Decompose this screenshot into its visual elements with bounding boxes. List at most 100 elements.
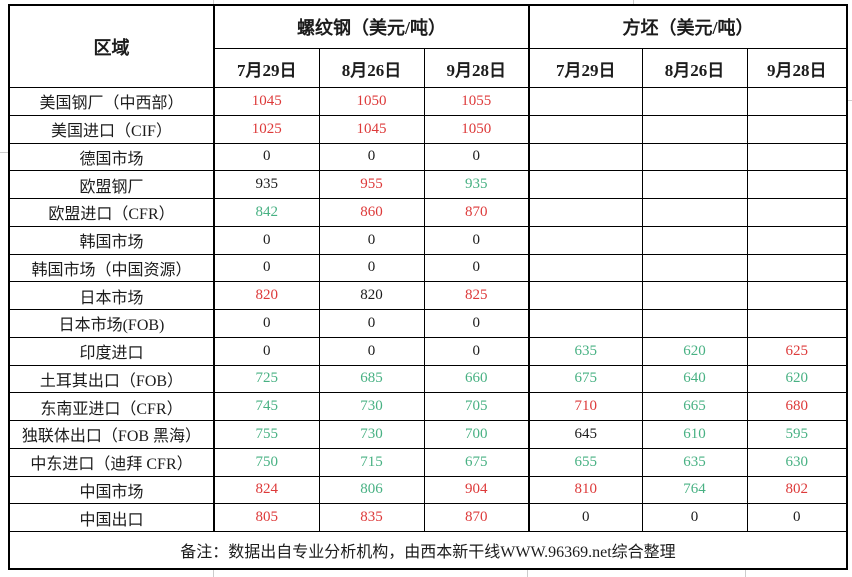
region-label: 中东进口（迪拜 CFR）	[8, 447, 215, 477]
date-header-billet-3: 9月28日	[746, 48, 848, 88]
table-row: 日本市场 820 820 825	[8, 281, 848, 310]
region-label: 韩国市场	[8, 225, 215, 255]
price-cell	[641, 253, 748, 283]
price-cell: 665	[641, 392, 748, 421]
price-cell	[528, 198, 643, 227]
price-cell	[528, 225, 643, 255]
price-cell: 0	[423, 309, 530, 338]
price-cell	[528, 87, 643, 116]
price-cell: 705	[423, 392, 530, 421]
table-row: 日本市场(FOB) 0 0 0	[8, 309, 848, 338]
price-cell: 806	[318, 475, 425, 505]
price-cell: 640	[641, 364, 748, 394]
price-cell	[641, 114, 748, 144]
price-cell: 710	[528, 392, 643, 421]
price-cell: 620	[641, 336, 748, 366]
price-cell: 835	[318, 503, 425, 532]
price-cell: 0	[318, 253, 425, 283]
price-cell: 935	[213, 170, 320, 199]
table-row: 欧盟钢厂 935 955 935	[8, 170, 848, 199]
price-cell: 730	[318, 420, 425, 449]
date-header-billet-2: 8月26日	[641, 48, 748, 88]
price-cell: 610	[641, 420, 748, 449]
price-cell: 820	[213, 281, 320, 310]
price-cell: 0	[423, 142, 530, 172]
price-cell: 750	[213, 447, 320, 477]
region-label: 美国钢厂（中西部）	[8, 87, 215, 116]
region-column-header: 区域	[8, 4, 215, 88]
price-cell: 675	[423, 447, 530, 477]
price-cell: 870	[423, 198, 530, 227]
price-cell: 1045	[318, 114, 425, 144]
region-label: 韩国市场（中国资源）	[8, 253, 215, 283]
table-row: 韩国市场（中国资源） 0 0 0	[8, 253, 848, 283]
price-cell: 715	[318, 447, 425, 477]
price-cell	[641, 87, 748, 116]
gridline-stub	[846, 100, 852, 101]
price-cell: 824	[213, 475, 320, 505]
steel-price-table: 区域 螺纹钢（美元/吨） 方坯（美元/吨） 7月29日 8月26日 9月28日 …	[8, 4, 848, 570]
price-cell: 680	[746, 392, 848, 421]
price-cell: 0	[213, 142, 320, 172]
table-row: 欧盟进口（CFR） 842 860 870	[8, 198, 848, 227]
price-cell: 725	[213, 364, 320, 394]
price-cell: 870	[423, 503, 530, 532]
price-cell: 645	[528, 420, 643, 449]
price-cell: 955	[318, 170, 425, 199]
price-cell	[528, 281, 643, 310]
price-cell: 860	[318, 198, 425, 227]
table-row: 德国市场 0 0 0	[8, 142, 848, 172]
price-cell: 805	[213, 503, 320, 532]
price-cell: 842	[213, 198, 320, 227]
price-cell: 0	[213, 336, 320, 366]
price-cell: 745	[213, 392, 320, 421]
price-cell: 730	[318, 392, 425, 421]
date-header-rebar-2: 8月26日	[318, 48, 425, 88]
price-cell: 595	[746, 420, 848, 449]
price-cell: 820	[318, 281, 425, 310]
price-cell	[641, 281, 748, 310]
price-cell	[641, 198, 748, 227]
table-row: 独联体出口（FOB 黑海） 755 730 700 645 610 595	[8, 420, 848, 449]
price-cell	[528, 170, 643, 199]
price-cell: 1050	[423, 114, 530, 144]
region-label: 日本市场	[8, 281, 215, 310]
table-row: 美国进口（CIF） 1025 1045 1050	[8, 114, 848, 144]
date-header-rebar-1: 7月29日	[213, 48, 320, 88]
table-row: 美国钢厂（中西部） 1045 1050 1055	[8, 87, 848, 116]
price-cell	[641, 309, 748, 338]
table-row: 中国出口 805 835 870 0 0 0	[8, 503, 848, 532]
price-cell: 0	[213, 253, 320, 283]
price-cell: 630	[746, 447, 848, 477]
gridline-stub	[527, 570, 528, 577]
region-label: 中国市场	[8, 475, 215, 505]
region-label: 中国出口	[8, 503, 215, 532]
price-cell: 935	[423, 170, 530, 199]
region-label: 美国进口（CIF）	[8, 114, 215, 144]
table-row: 印度进口 0 0 0 635 620 625	[8, 336, 848, 366]
price-cell: 620	[746, 364, 848, 394]
price-cell: 802	[746, 475, 848, 505]
price-cell	[746, 253, 848, 283]
price-cell	[528, 142, 643, 172]
price-cell	[528, 253, 643, 283]
price-cell: 635	[641, 447, 748, 477]
date-header-rebar-3: 9月28日	[423, 48, 530, 88]
price-cell: 1025	[213, 114, 320, 144]
price-cell	[746, 142, 848, 172]
price-cell: 1055	[423, 87, 530, 116]
date-header-billet-1: 7月29日	[528, 48, 643, 88]
price-cell: 0	[528, 503, 643, 532]
region-label: 东南亚进口（CFR）	[8, 392, 215, 421]
price-cell: 0	[423, 253, 530, 283]
price-cell	[528, 114, 643, 144]
price-cell	[746, 198, 848, 227]
price-cell: 764	[641, 475, 748, 505]
price-cell: 700	[423, 420, 530, 449]
price-cell	[746, 281, 848, 310]
price-cell: 825	[423, 281, 530, 310]
price-cell	[641, 170, 748, 199]
price-cell: 1045	[213, 87, 320, 116]
region-label: 印度进口	[8, 336, 215, 366]
price-cell: 0	[746, 503, 848, 532]
